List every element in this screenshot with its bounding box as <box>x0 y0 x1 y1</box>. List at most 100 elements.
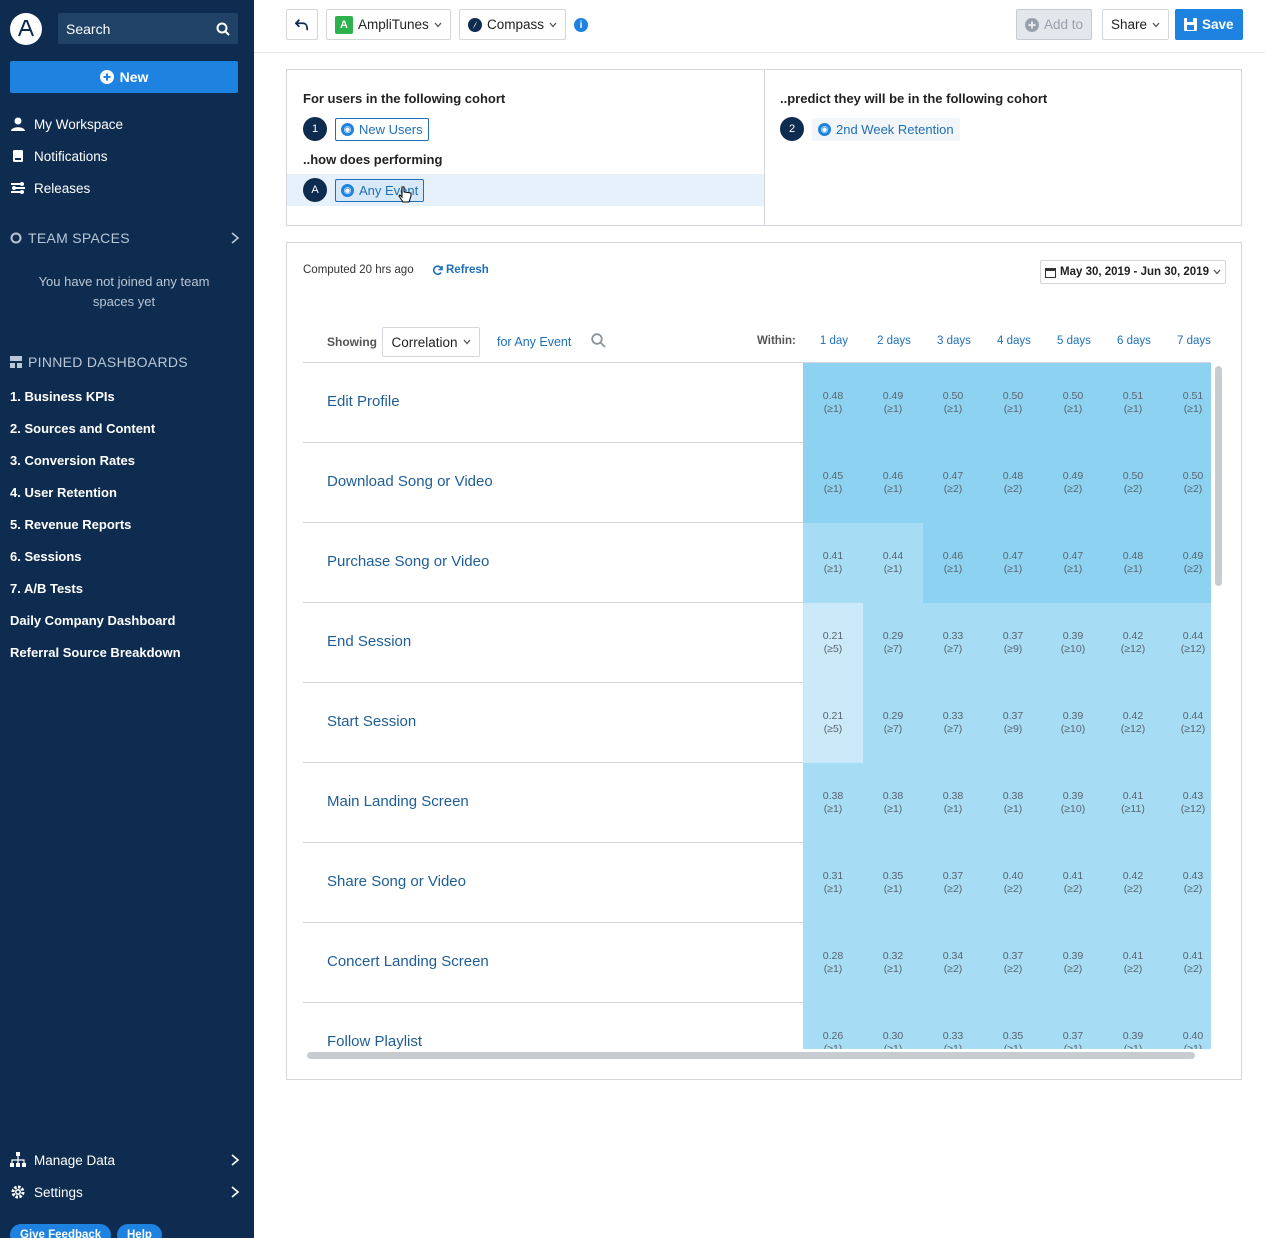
correlation-cell[interactable]: 0.37 (≥9) <box>983 683 1043 763</box>
correlation-cell[interactable]: 0.35 (≥1) <box>863 843 923 923</box>
table-row[interactable]: Main Landing Screen 0.38 (≥1) 0.38 (≥1) 0.38(… <box>303 763 1211 843</box>
correlation-cell[interactable]: 0.33 (≥7) <box>923 683 983 763</box>
dashboard-item[interactable]: 3. Conversion Rates <box>10 453 135 468</box>
correlation-cell[interactable]: 0.32 (≥1) <box>863 923 923 1003</box>
correlation-cell[interactable]: 0.39 (≥2) <box>1043 923 1103 1003</box>
correlation-cell[interactable]: 0.50 (≥1) <box>1043 363 1103 443</box>
correlation-cell[interactable]: 0.51 (≥1) <box>1163 363 1211 443</box>
help-button[interactable]: Help <box>117 1224 162 1238</box>
correlation-cell[interactable]: 0.37 (≥2) <box>983 923 1043 1003</box>
table-row[interactable]: Concert Landing Screen 0.28 (≥1) 0.32 (≥1) 0.… <box>303 923 1211 1003</box>
correlation-cell[interactable]: 0.34 (≥2) <box>923 923 983 1003</box>
event-name-link[interactable]: Concert Landing Screen <box>327 953 489 970</box>
table-row[interactable]: Share Song or Video 0.31 (≥1) 0.35 (≥1) 0.37(… <box>303 843 1211 923</box>
sidebar-item-my-workspace[interactable]: My Workspace <box>10 113 123 135</box>
correlation-cell[interactable]: 0.39 (≥10) <box>1043 603 1103 683</box>
correlation-cell[interactable]: 0.41 (≥11) <box>1103 763 1163 843</box>
correlation-cell[interactable]: 0.21 (≥5) <box>803 683 863 763</box>
correlation-cell[interactable]: 0.47 (≥1) <box>1043 523 1103 603</box>
correlation-cell[interactable]: 0.42 (≥12) <box>1103 683 1163 763</box>
new-button[interactable]: New <box>10 61 238 93</box>
correlation-cell[interactable]: 0.47 (≥1) <box>983 523 1043 603</box>
sidebar-item-notifications[interactable]: Notifications <box>10 145 108 167</box>
metric-selector[interactable]: Correlation <box>382 327 480 357</box>
correlation-cell[interactable]: 0.47 (≥2) <box>923 443 983 523</box>
correlation-cell[interactable]: 0.40 (≥2) <box>983 843 1043 923</box>
amplitude-logo-icon[interactable] <box>10 13 42 45</box>
correlation-cell[interactable]: 0.33 (≥7) <box>923 603 983 683</box>
team-spaces-header[interactable]: TEAM SPACES <box>10 227 240 249</box>
table-row[interactable]: Download Song or Video 0.45 (≥1) 0.46 (≥1) 0.… <box>303 443 1211 523</box>
correlation-cell[interactable]: 0.41 (≥2) <box>1163 923 1211 1003</box>
date-range-picker[interactable]: May 30, 2019 - Jun 30, 2019 <box>1040 260 1226 284</box>
correlation-cell[interactable]: 0.44 (≥12) <box>1163 683 1211 763</box>
correlation-cell[interactable]: 0.40 (≥1) <box>1163 1003 1211 1049</box>
correlation-cell[interactable]: 0.38 (≥1) <box>803 763 863 843</box>
correlation-cell[interactable]: 0.29 (≥7) <box>863 603 923 683</box>
correlation-cell[interactable]: 0.30 (≥1) <box>863 1003 923 1049</box>
event-name-link[interactable]: Share Song or Video <box>327 873 466 890</box>
correlation-cell[interactable]: 0.50 (≥1) <box>923 363 983 443</box>
correlation-cell[interactable]: 0.41 (≥2) <box>1043 843 1103 923</box>
dashboard-item[interactable]: 4. User Retention <box>10 485 117 500</box>
correlation-cell[interactable]: 0.38 (≥1) <box>923 763 983 843</box>
dashboard-item[interactable]: 1. Business KPIs <box>10 389 115 404</box>
dashboard-item[interactable]: Daily Company Dashboard <box>10 613 176 628</box>
horizontal-scrollbar[interactable] <box>307 1052 1195 1059</box>
vertical-scrollbar[interactable] <box>1215 366 1222 586</box>
sidebar-item-releases[interactable]: Releases <box>10 177 90 199</box>
event-name-link[interactable]: Edit Profile <box>327 393 400 410</box>
correlation-cell[interactable]: 0.21 (≥5) <box>803 603 863 683</box>
correlation-cell[interactable]: 0.42 (≥12) <box>1103 603 1163 683</box>
correlation-cell[interactable]: 0.49 (≥2) <box>1043 443 1103 523</box>
table-row[interactable]: Start Session 0.21 (≥5) 0.29 (≥7) 0.33 (≥7) 0.3… <box>303 683 1211 763</box>
predicted-cohort-chip[interactable]: ◉ 2nd Week Retention <box>812 117 960 141</box>
correlation-cell[interactable]: 0.37 (≥2) <box>923 843 983 923</box>
correlation-cell[interactable]: 0.33 (≥1) <box>923 1003 983 1049</box>
correlation-cell[interactable]: 0.31 (≥1) <box>803 843 863 923</box>
share-button[interactable]: Share <box>1102 9 1170 40</box>
event-name-link[interactable]: Start Session <box>327 713 417 730</box>
give-feedback-button[interactable]: Give Feedback <box>10 1224 112 1238</box>
table-row[interactable]: Follow Playlist 0.26 (≥1) 0.30 (≥1) 0.33 (≥1) 0… <box>303 1003 1211 1049</box>
event-name-link[interactable]: Download Song or Video <box>327 473 493 490</box>
correlation-cell[interactable]: 0.48 (≥2) <box>983 443 1043 523</box>
correlation-cell[interactable]: 0.43 (≥12) <box>1163 763 1211 843</box>
correlation-cell[interactable]: 0.48 (≥1) <box>803 363 863 443</box>
within-day-column-header[interactable]: 3 days <box>937 335 971 347</box>
correlation-cell[interactable]: 0.28 (≥1) <box>803 923 863 1003</box>
correlation-cell[interactable]: 0.45 (≥1) <box>803 443 863 523</box>
project-selector[interactable]: A AmpliTunes <box>326 9 451 40</box>
correlation-cell[interactable]: 0.29 (≥7) <box>863 683 923 763</box>
dashboard-item[interactable]: 7. A/B Tests <box>10 581 83 596</box>
event-name-link[interactable]: End Session <box>327 633 412 650</box>
correlation-cell[interactable]: 0.44 (≥1) <box>863 523 923 603</box>
correlation-cell[interactable]: 0.48 (≥1) <box>1103 523 1163 603</box>
correlation-cell[interactable]: 0.41 (≥2) <box>1103 923 1163 1003</box>
correlation-cell[interactable]: 0.35 (≥1) <box>983 1003 1043 1049</box>
correlation-cell[interactable]: 0.50 (≥2) <box>1163 443 1211 523</box>
search-icon[interactable] <box>591 333 606 348</box>
table-row[interactable]: End Session 0.21 (≥5) 0.29 (≥7) 0.33 (≥7) 0.37(… <box>303 603 1211 683</box>
correlation-cell[interactable]: 0.46 (≥1) <box>863 443 923 523</box>
refresh-button[interactable]: Refresh <box>432 264 489 276</box>
add-to-button[interactable]: Add to <box>1016 9 1093 40</box>
dashboard-item[interactable]: 6. Sessions <box>10 549 82 564</box>
dashboard-item[interactable]: 2. Sources and Content <box>10 421 156 436</box>
settings-item[interactable]: Settings <box>10 1181 240 1203</box>
table-row[interactable]: Purchase Song or Video 0.41 (≥1) 0.44 (≥1) 0.… <box>303 523 1211 603</box>
info-icon[interactable]: i <box>574 18 588 32</box>
chart-type-selector[interactable]: Compass <box>459 9 567 40</box>
search-input[interactable]: Search <box>58 13 238 44</box>
correlation-cell[interactable]: 0.39 (≥10) <box>1043 683 1103 763</box>
correlation-cell[interactable]: 0.39 (≥10) <box>1043 763 1103 843</box>
correlation-cell[interactable]: 0.38 (≥1) <box>863 763 923 843</box>
correlation-cell[interactable]: 0.42 (≥2) <box>1103 843 1163 923</box>
dashboard-item[interactable]: Referral Source Breakdown <box>10 645 181 660</box>
correlation-cell[interactable]: 0.37 (≥1) <box>1043 1003 1103 1049</box>
within-day-column-header[interactable]: 1 day <box>819 335 849 347</box>
correlation-cell[interactable]: 0.50 (≥2) <box>1103 443 1163 523</box>
undo-button[interactable] <box>286 9 318 40</box>
event-name-link[interactable]: Follow Playlist <box>327 1033 423 1049</box>
correlation-cell[interactable]: 0.37 (≥9) <box>983 603 1043 683</box>
